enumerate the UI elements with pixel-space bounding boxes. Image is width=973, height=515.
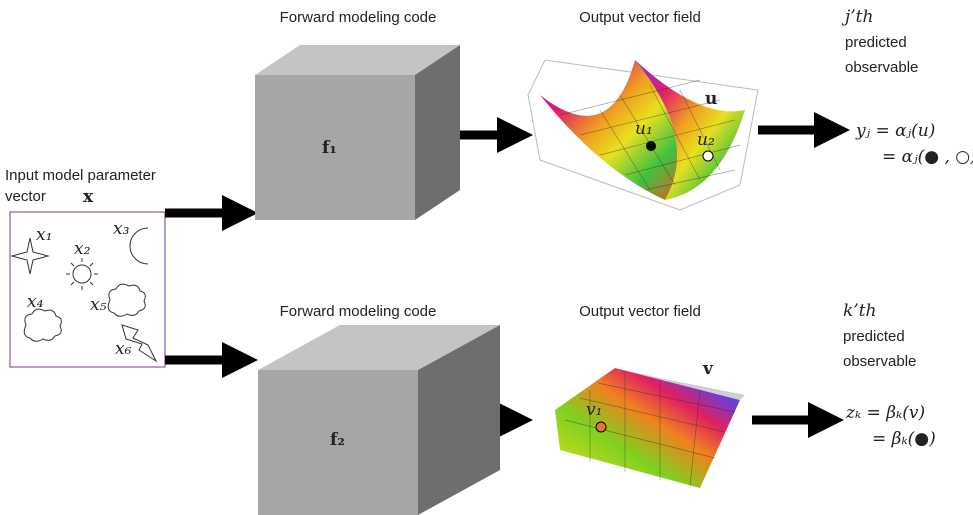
observable-label: observable xyxy=(845,59,918,76)
operator: f₁ xyxy=(322,138,337,158)
observable-label: predicted xyxy=(845,34,907,51)
param-label: x₁ xyxy=(36,225,52,245)
point-label: v₁ xyxy=(586,400,602,420)
equation: yⱼ = αⱼ(u) xyxy=(855,121,935,141)
equation: = αⱼ(● , ○) xyxy=(882,147,973,167)
param-label: x₂ xyxy=(74,239,91,259)
field-label: Output vector field xyxy=(579,9,701,26)
equation: zₖ = βₖ(v) xyxy=(845,403,925,423)
input-symbol: x xyxy=(83,187,94,207)
observable-label: j’th xyxy=(841,7,873,27)
param-label: x₃ xyxy=(113,219,130,239)
param-label: x₅ xyxy=(90,295,107,315)
cube xyxy=(255,45,460,220)
point-label: u₁ xyxy=(635,119,653,139)
equation: = βₖ(●) xyxy=(872,429,936,449)
diagram: Input model parameter vector x x₁ x₂ x₃ … xyxy=(0,0,973,515)
input-label: Input model parameter xyxy=(5,167,156,184)
operator: f₂ xyxy=(330,430,345,450)
field-point xyxy=(703,151,713,161)
param-label: x₄ xyxy=(27,292,44,312)
code-label: Forward modeling code xyxy=(280,9,437,26)
observable-label: k’th xyxy=(843,301,877,321)
cube xyxy=(258,325,500,515)
code-label: Forward modeling code xyxy=(280,303,437,320)
field-symbol: u xyxy=(705,89,717,109)
surface xyxy=(555,368,745,488)
observable-label: predicted xyxy=(843,328,905,345)
observable-label: observable xyxy=(843,353,916,370)
input-label: vector xyxy=(5,188,46,205)
param-label: x₆ xyxy=(115,339,132,359)
field-point xyxy=(646,141,656,151)
field-label: Output vector field xyxy=(579,303,701,320)
field-point xyxy=(596,422,606,432)
point-label: u₂ xyxy=(697,130,715,150)
field-symbol: v xyxy=(702,359,714,379)
